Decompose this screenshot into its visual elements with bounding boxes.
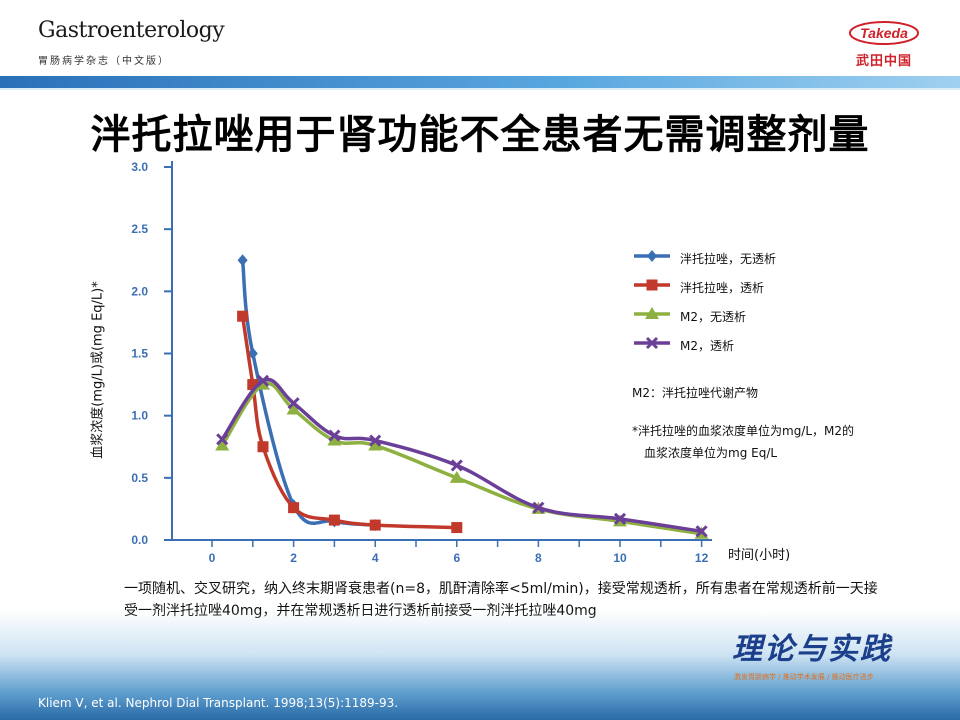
data-point: [368, 438, 383, 451]
note-unit-line2: 血浆浓度单位为mg Eq/L: [644, 446, 778, 460]
series-line: [220, 381, 704, 536]
data-point: [369, 519, 381, 531]
legend-marker: [645, 336, 659, 350]
note-unit-line1: *泮托拉唑的血浆浓度单位为mg/L，M2的: [632, 424, 855, 438]
data-point: [237, 254, 248, 267]
citation: Kliem V, et al. Nephrol Dial Transplant.…: [38, 696, 399, 710]
x-axis-label: 时间(小时): [728, 548, 791, 563]
legend-marker: [646, 279, 658, 291]
y-tick-label: 1.0: [131, 409, 148, 423]
data-point: [288, 502, 300, 514]
y-tick-label: 0.0: [131, 533, 148, 547]
data-point: [256, 377, 270, 390]
bottom-decoration: [0, 610, 960, 720]
series-2: [237, 310, 463, 534]
brand-logo-subtitle: 激发胃肠病学 / 推动学术发展 / 推动医疗进步: [734, 673, 874, 681]
data-point: [327, 433, 342, 446]
legend-swatch: [634, 250, 670, 262]
data-point: [451, 522, 463, 534]
legend-swatch: [634, 307, 670, 319]
y-tick-label: 1.5: [131, 347, 148, 361]
y-tick-label: 2.5: [131, 222, 148, 236]
takeda-logo: Takeda: [849, 21, 919, 45]
slide-header: Gastroenterology 胃肠病学杂志（中文版） Takeda 武田中国: [0, 0, 960, 80]
takeda-logo-text: Takeda: [860, 25, 908, 41]
legend-marker: [647, 250, 657, 262]
data-point: [247, 379, 259, 391]
company-name-cn: 武田中国: [855, 54, 912, 69]
x-tick-label: 10: [613, 551, 627, 565]
series-line: [240, 258, 377, 527]
brand-logo-script: 理论与实践: [732, 632, 892, 667]
data-point: [450, 459, 463, 472]
journal-name: Gastroenterology: [38, 18, 225, 43]
header-accent-bar: [0, 76, 960, 88]
data-point: [216, 433, 229, 446]
chart-series: [215, 254, 709, 539]
data-point: [328, 429, 341, 442]
data-point: [532, 501, 545, 514]
legend-swatch: [634, 279, 670, 291]
journal-subtitle: 胃肠病学杂志（中文版）: [38, 56, 170, 67]
x-tick-label: 0: [209, 551, 216, 565]
legend-label: M2，无透析: [680, 310, 746, 324]
data-point: [328, 514, 340, 526]
data-point: [449, 470, 464, 483]
x-tick-label: 8: [535, 551, 542, 565]
x-tick-label: 6: [453, 551, 460, 565]
header-divider: [0, 88, 960, 90]
y-tick-label: 2.0: [131, 284, 148, 298]
slide-title: 泮托拉唑用于肾功能不全患者无需调整剂量: [90, 112, 870, 158]
data-point: [287, 397, 300, 410]
pk-line-chart: 0.0 0.5 1.0 1.5 2.0 2.5 3.0 0 2 4 6 8 10 12: [131, 160, 712, 565]
series-1: [237, 254, 381, 532]
chart-axes: 0.0 0.5 1.0 1.5 2.0 2.5 3.0 0 2 4 6 8 10 12: [131, 160, 712, 565]
data-point: [369, 434, 382, 447]
data-point: [286, 402, 301, 415]
series-3: [215, 377, 709, 539]
data-point: [256, 374, 270, 387]
data-point: [613, 512, 627, 525]
y-tick-label: 0.5: [131, 471, 148, 485]
data-point: [695, 525, 708, 538]
x-tick-label: 12: [695, 551, 709, 565]
x-tick-label: 2: [290, 551, 297, 565]
legend-marker: [645, 307, 659, 319]
series-4: [216, 374, 708, 538]
note-m2: M2：泮托拉唑代谢产物: [632, 386, 758, 400]
data-point: [215, 438, 230, 451]
legend-label: 泮托拉唑，无透析: [680, 252, 777, 266]
y-axis-label-text: 血浆浓度(mg/L)或(mg Eq/L)*: [90, 281, 106, 459]
legend-label: M2，透析: [680, 339, 734, 353]
legend-swatch: [634, 336, 670, 350]
data-point: [237, 310, 249, 322]
x-tick-label: 4: [372, 551, 379, 565]
data-point: [257, 441, 269, 453]
series-line: [220, 377, 704, 534]
series-line: [240, 314, 459, 530]
y-tick-label: 3.0: [131, 160, 148, 174]
legend-label: 泮托拉唑，透析: [680, 281, 765, 295]
